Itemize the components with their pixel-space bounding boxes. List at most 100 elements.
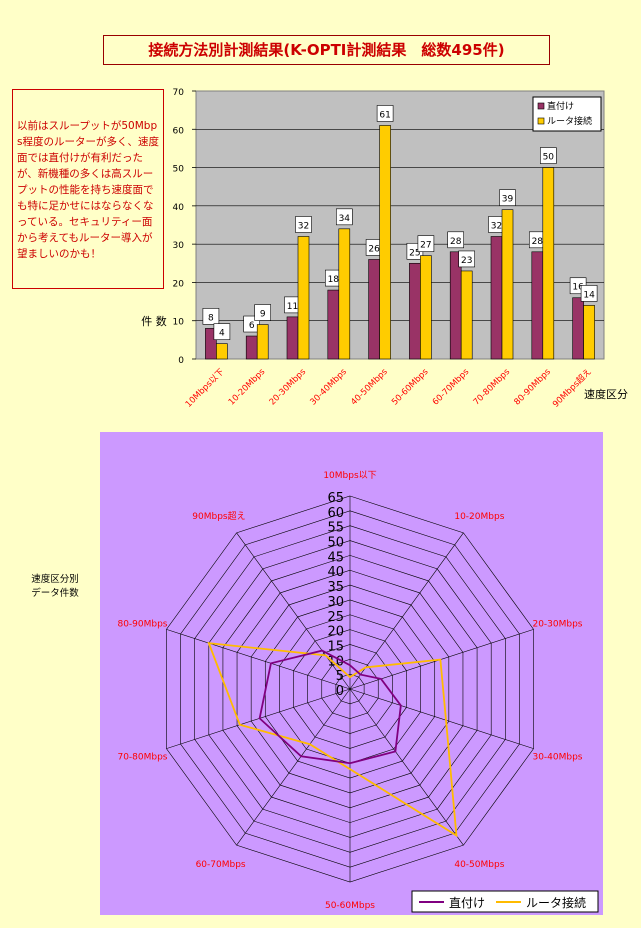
radar-scale-label: 35 [327, 580, 344, 595]
radar-gridlines [166, 495, 534, 883]
bar-y-axis-label: 件 数 [141, 315, 167, 328]
bar-data-label-box [417, 235, 435, 252]
bar [460, 270, 473, 360]
bar-data-label: 28 [450, 237, 462, 247]
bar-x-tick-label: 40-50Mbps [349, 367, 390, 408]
bar-x-tick-label: 30-40Mbps [308, 367, 349, 408]
bar [368, 259, 380, 360]
radar-category-label: 50-60Mbps [325, 901, 375, 911]
bar-data-label-box [295, 216, 312, 233]
radar-scale-label: 10 [327, 654, 344, 669]
bar-x-tick-label: 80-90Mbps [512, 367, 553, 408]
radar-category-label: 70-80Mbps [117, 752, 167, 762]
bar [256, 324, 269, 360]
bar-data-label: 11 [287, 302, 298, 312]
bar-x-tick-label: 20-30Mbps [268, 367, 309, 408]
bar-data-label: 61 [379, 110, 390, 120]
radar-category-label: 40-50Mbps [454, 860, 504, 870]
bar [572, 297, 584, 360]
radar-series-line [207, 642, 458, 838]
bar-data-label-box [499, 189, 516, 206]
radar-category-label: 30-40Mbps [532, 752, 582, 762]
bar-x-tick-label: 10-20Mbps [227, 367, 268, 408]
bar-y-tick-label: 40 [173, 203, 185, 213]
bar [420, 255, 432, 360]
bar-x-tick-label: 50-60Mbps [390, 367, 431, 408]
bar-data-label: 23 [461, 256, 472, 266]
bar-data-label-box [376, 105, 394, 122]
bar-x-axis-label: 速度区分 [584, 387, 628, 401]
bar-data-label-box [202, 308, 220, 325]
bar-y-tick-label: 0 [178, 356, 184, 366]
bar-data-label-box [539, 147, 557, 164]
radar-scale-label: 65 [327, 491, 344, 506]
radar-series [207, 642, 458, 838]
bar [583, 305, 595, 360]
bar-legend-box [532, 96, 602, 132]
radar-legend-label-direct: 直付け [449, 896, 485, 910]
bar [327, 289, 340, 360]
bar-x-tick-label: 60-70Mbps [431, 367, 472, 408]
radar-spoke [236, 532, 351, 690]
bar [379, 125, 391, 360]
bar-data-label-box [458, 250, 476, 268]
bar-data-label: 39 [502, 195, 514, 205]
bar-legend-swatch-router [537, 117, 545, 125]
bar-y-tick-label: 10 [173, 318, 185, 328]
bar-data-label: 8 [208, 313, 214, 323]
bar [449, 251, 462, 360]
bar [542, 167, 555, 360]
bar [286, 316, 299, 360]
bar-y-tick-label: 30 [173, 241, 185, 251]
bar-data-label: 32 [491, 221, 502, 231]
bar [338, 228, 351, 360]
bar-data-label: 50 [543, 153, 555, 163]
radar-background [100, 432, 603, 915]
bar-y-tick-label: 50 [173, 165, 185, 175]
bar-data-label-box [447, 231, 465, 249]
bar-legend-label-router: ルータ接続 [547, 115, 592, 127]
bar-data-label: 18 [328, 275, 340, 285]
bar-data-label-box [254, 304, 271, 321]
bar [531, 251, 544, 360]
radar-scale-label: 5 [336, 669, 344, 684]
bar-legend: 直付け ルータ接続 [532, 96, 602, 132]
bar-x-axis: 10Mbps以下 10-20Mbps 20-30Mbps 30-40Mbps 40-50… [184, 366, 594, 409]
bar [297, 236, 310, 360]
radar-scale-label: 60 [327, 506, 344, 521]
radar-side-label-text: 速度区分別 データ件数 [31, 574, 79, 599]
bar-y-tick-label: 60 [173, 126, 185, 136]
radar-scale-label: 55 [327, 521, 344, 536]
radar-legend-label-router: ルータ接続 [526, 895, 586, 910]
note-text: 以前はスループットが50Mbps程度のルーターが多く、速度面では直付けが有利だっ… [12, 89, 164, 289]
radar-legend: 直付け ルータ接続 [411, 890, 599, 913]
radar-scale-label: 0 [336, 684, 344, 699]
radar-side-label: 速度区分別 データ件数 [20, 573, 90, 601]
radar-spoke [349, 688, 464, 846]
radar-category-label: 10-20Mbps [454, 512, 504, 522]
radar-category-label: 10Mbps以下 [323, 471, 376, 481]
radar-scale-label: 50 [327, 536, 344, 551]
radar-spoke [166, 688, 351, 749]
bar-legend-label-direct: 直付け [547, 100, 574, 112]
bar [501, 209, 514, 360]
bar-x-tick-label: 10Mbps以下 [184, 367, 227, 410]
radar-spoke [349, 688, 534, 749]
bar-data-label: 26 [368, 244, 380, 254]
radar-scale-label: 25 [327, 610, 344, 625]
radar-category-label: 80-90Mbps [117, 620, 167, 630]
bar-legend-swatch-direct [537, 102, 545, 110]
bar-y-tick-label: 20 [173, 279, 185, 289]
radar-category-labels: 10Mbps以下 10-20Mbps 20-30Mbps 30-40Mbps 40-50… [117, 471, 582, 911]
bar-data-label-box [213, 323, 231, 340]
bar-data-label: 6 [249, 321, 255, 331]
radar-spoke [236, 688, 351, 846]
radar-spoke [166, 629, 351, 690]
bar-data-label: 25 [409, 248, 420, 258]
bar-x-tick-label: 70-80Mbps [472, 367, 513, 408]
bar-data-label-box [335, 208, 353, 226]
